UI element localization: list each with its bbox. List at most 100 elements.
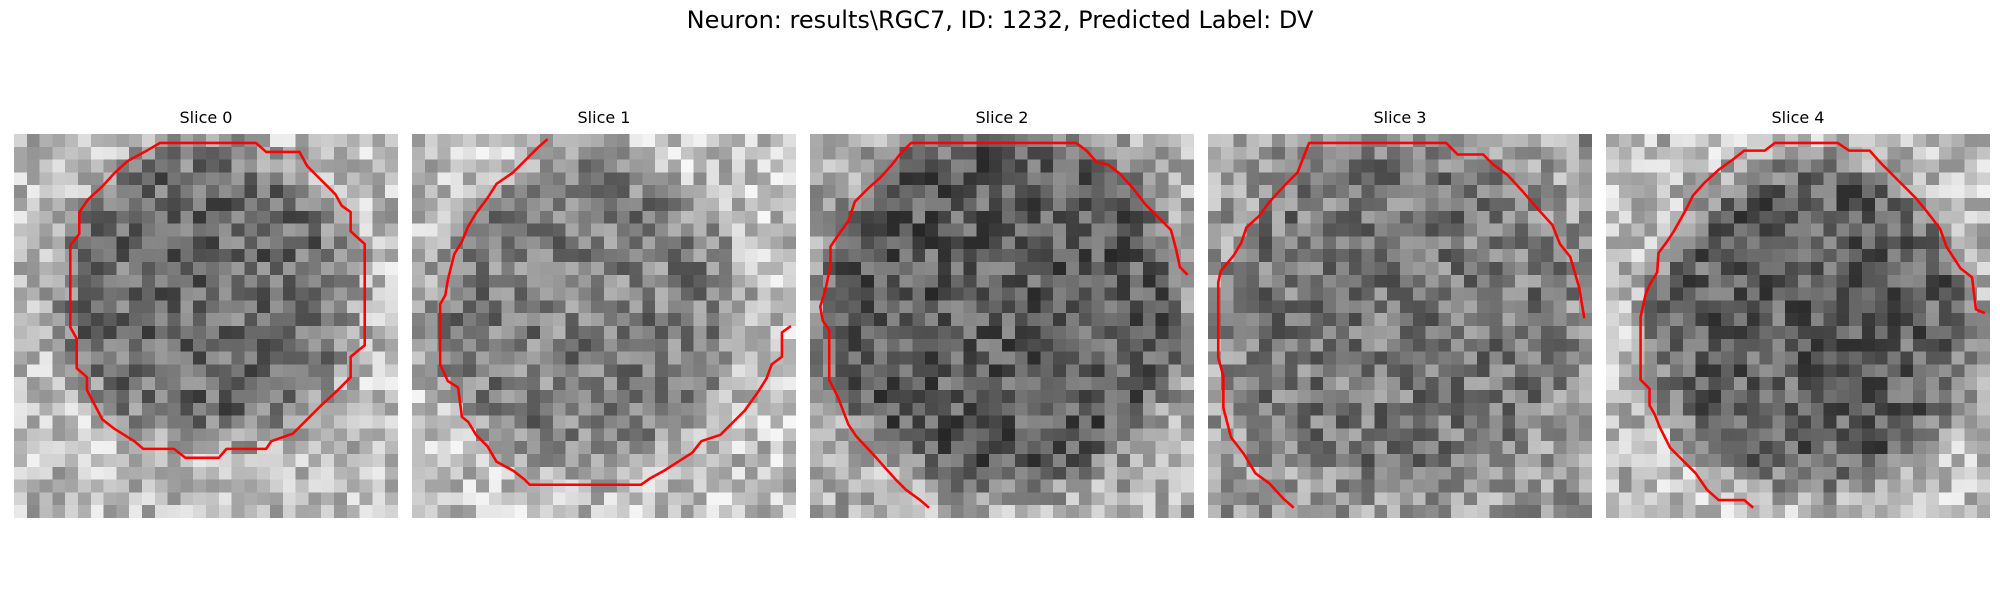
pixel — [501, 441, 515, 455]
pixel — [1810, 198, 1824, 212]
pixel — [1670, 351, 1684, 365]
pixel — [1246, 146, 1260, 160]
pixel — [1810, 351, 1824, 365]
pixel — [1246, 274, 1260, 288]
pixel — [1438, 326, 1452, 340]
pixel — [295, 134, 309, 148]
pixel — [1618, 223, 1632, 237]
pixel — [180, 185, 194, 199]
pixel — [116, 262, 130, 276]
pixel — [270, 134, 284, 148]
pixel — [629, 236, 643, 250]
pixel — [65, 223, 79, 237]
pixel — [642, 198, 656, 212]
pixel — [1502, 492, 1516, 506]
pixel — [321, 236, 335, 250]
pixel — [1721, 236, 1735, 250]
pixel — [680, 262, 694, 276]
pixel — [925, 198, 939, 212]
pixel — [938, 146, 952, 160]
pixel — [925, 185, 939, 199]
pixel — [103, 313, 117, 327]
pixel — [1772, 454, 1786, 468]
pixel — [668, 338, 682, 352]
pixel — [424, 210, 438, 224]
pixel — [1644, 313, 1658, 327]
pixel — [39, 390, 53, 404]
pixel — [1220, 172, 1234, 186]
pixel — [886, 377, 900, 391]
pixel — [1412, 492, 1426, 506]
pixel — [1977, 402, 1990, 416]
pixel — [412, 274, 426, 288]
pixel — [1451, 198, 1465, 212]
pixel — [1849, 364, 1863, 378]
pixel — [1734, 274, 1748, 288]
pixel — [1708, 274, 1722, 288]
pixel — [976, 249, 990, 263]
pixel — [1926, 134, 1940, 148]
pixel — [912, 326, 926, 340]
pixel — [334, 377, 348, 391]
pixel — [1502, 185, 1516, 199]
pixel — [52, 479, 66, 493]
pixel — [719, 210, 733, 224]
pixel — [1053, 185, 1067, 199]
pixel — [1091, 313, 1105, 327]
pixel — [963, 492, 977, 506]
pixel — [950, 454, 964, 468]
pixel — [14, 441, 28, 455]
pixel — [1489, 223, 1503, 237]
pixel — [1810, 287, 1824, 301]
pixel — [346, 415, 360, 429]
pixel — [282, 505, 296, 518]
pixel — [540, 313, 554, 327]
pixel — [26, 479, 40, 493]
pixel — [1387, 479, 1401, 493]
pixel — [1155, 172, 1169, 186]
pixel — [1618, 428, 1632, 442]
pixel — [1926, 223, 1940, 237]
pixel — [116, 198, 130, 212]
pixel — [1040, 402, 1054, 416]
pixel — [90, 377, 104, 391]
pixel — [1734, 454, 1748, 468]
pixel — [1682, 466, 1696, 480]
pixel — [770, 287, 784, 301]
pixel — [1374, 300, 1388, 314]
pixel — [989, 172, 1003, 186]
pixel — [629, 134, 643, 148]
pixel — [1272, 338, 1286, 352]
pixel — [463, 274, 477, 288]
pixel — [1002, 415, 1016, 429]
pixel — [1528, 505, 1542, 518]
pixel — [1836, 479, 1850, 493]
pixel — [1259, 466, 1273, 480]
pixel — [346, 146, 360, 160]
pixel — [1451, 274, 1465, 288]
pixel — [912, 172, 926, 186]
pixel — [154, 262, 168, 276]
pixel — [642, 326, 656, 340]
pixel — [450, 223, 464, 237]
pixel — [810, 415, 824, 429]
pixel — [976, 428, 990, 442]
pixel — [321, 198, 335, 212]
pixel — [886, 198, 900, 212]
pixel — [1964, 492, 1978, 506]
pixel — [770, 492, 784, 506]
pixel — [1387, 364, 1401, 378]
pixel — [180, 313, 194, 327]
pixel — [527, 441, 541, 455]
slice-title: Slice 3 — [1373, 108, 1427, 127]
pixel — [1926, 185, 1940, 199]
pixel — [1155, 454, 1169, 468]
pixel — [629, 402, 643, 416]
pixel — [565, 505, 579, 518]
pixel — [1438, 415, 1452, 429]
pixel — [744, 236, 758, 250]
pixel — [1002, 223, 1016, 237]
pixel — [501, 313, 515, 327]
pixel — [1644, 185, 1658, 199]
pixel — [1078, 249, 1092, 263]
